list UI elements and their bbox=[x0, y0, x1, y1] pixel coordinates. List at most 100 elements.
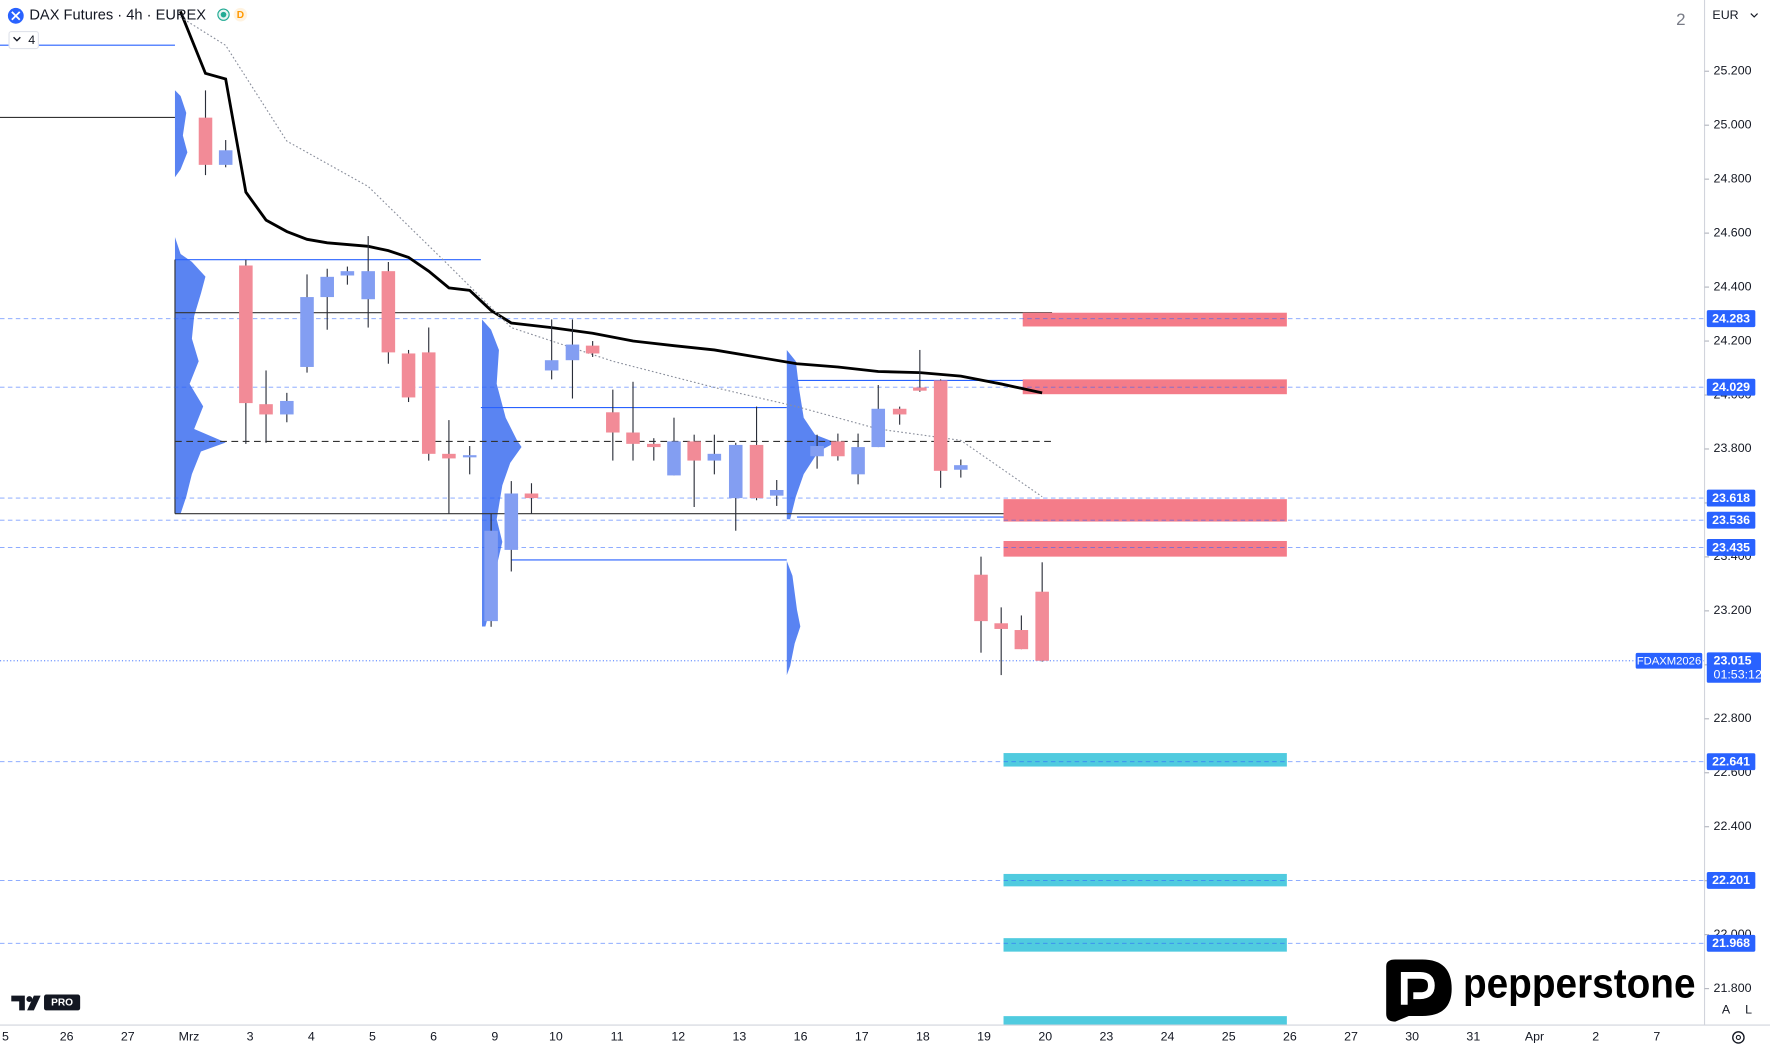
candle-body bbox=[892, 408, 907, 415]
y-tick-label: 24.800 bbox=[1714, 171, 1752, 185]
settings-icon[interactable] bbox=[1732, 1031, 1745, 1044]
x-tick-label: 4 bbox=[308, 1030, 315, 1044]
candle-body bbox=[421, 352, 436, 454]
indicator-line bbox=[179, 10, 1043, 395]
candle-body bbox=[544, 360, 559, 371]
x-tick-label: 26 bbox=[60, 1030, 74, 1044]
price-labels: 24.283 24.029 23.618 23.536 23.435 22.641 22.2… bbox=[1635, 310, 1762, 952]
symbol-label: FDAXM2026 bbox=[1637, 655, 1701, 667]
candle-body bbox=[687, 441, 701, 461]
price-label: 24.283 bbox=[1712, 311, 1750, 325]
x-tick-label: 6 bbox=[430, 1030, 437, 1044]
x-tick-label: 25 bbox=[1222, 1030, 1236, 1044]
volume-profile bbox=[786, 349, 836, 520]
candle-body bbox=[810, 446, 824, 457]
x-tick-label: 31 bbox=[1466, 1030, 1480, 1044]
candle-body bbox=[647, 443, 661, 448]
gear[interactable] bbox=[1732, 1031, 1745, 1044]
x-tick-label: 13 bbox=[733, 1030, 747, 1044]
volume-profile bbox=[786, 561, 801, 676]
tv-logo-dot bbox=[26, 996, 33, 1003]
price-label-bg bbox=[1706, 934, 1756, 952]
zone bbox=[1022, 312, 1287, 327]
brand-logo-glyph bbox=[1400, 971, 1435, 1005]
x-tick-label: 3 bbox=[247, 1030, 254, 1044]
price-label-bg bbox=[1706, 538, 1756, 556]
price-label-bg bbox=[1706, 378, 1756, 396]
candle-body bbox=[707, 453, 722, 461]
tv-badge-bg bbox=[44, 994, 81, 1011]
zone bbox=[1003, 938, 1287, 952]
x-tick-label: 23 bbox=[1099, 1030, 1113, 1044]
indicator-count[interactable]: 4 bbox=[28, 33, 35, 47]
x-tick-label: 18 bbox=[916, 1030, 930, 1044]
candle-body bbox=[218, 150, 233, 165]
plot bbox=[0, 10, 1705, 1026]
y-tick-label: 25.200 bbox=[1714, 64, 1752, 78]
header: DAX Futures · 4h · EUREX D 4 2 EUR bbox=[7, 7, 1758, 50]
x-tick-label: 5 bbox=[369, 1030, 376, 1044]
x-tick-label: 30 bbox=[1405, 1030, 1419, 1044]
x-tick-label: 16 bbox=[794, 1030, 808, 1044]
x-tick-label: 20 bbox=[1038, 1030, 1052, 1044]
chevron bbox=[13, 36, 21, 42]
scale-button[interactable]: L bbox=[1745, 1003, 1752, 1017]
volume-profile bbox=[174, 90, 188, 178]
candle-body bbox=[1035, 591, 1049, 661]
x-tick-label: Apr bbox=[1525, 1030, 1544, 1044]
tv-logo: PRO bbox=[11, 994, 81, 1011]
volume-profile bbox=[174, 237, 226, 514]
candle-body bbox=[954, 465, 968, 470]
range-lines bbox=[0, 44, 1053, 561]
indicator-toggle[interactable] bbox=[8, 31, 39, 50]
symbol-icon-glyph bbox=[11, 11, 21, 21]
symbol-label-bg bbox=[1635, 652, 1703, 669]
last-price-bg bbox=[1706, 652, 1761, 683]
candle-body bbox=[504, 493, 519, 550]
candle-body bbox=[462, 455, 477, 458]
candle-body bbox=[871, 408, 886, 448]
candle-body bbox=[524, 493, 539, 499]
price-label: 22.641 bbox=[1712, 755, 1750, 769]
zone bbox=[1003, 873, 1287, 887]
x-tick-label: 12 bbox=[671, 1030, 685, 1044]
candle-body bbox=[401, 353, 416, 398]
x-tick-label: 26 bbox=[1283, 1030, 1297, 1044]
y-tick-label: 21.800 bbox=[1714, 981, 1752, 995]
currency[interactable]: EUR bbox=[1712, 8, 1738, 22]
x-tick-label: 9 bbox=[491, 1030, 498, 1044]
time-axis bbox=[0, 1025, 1770, 1051]
y-tick-label: 24.600 bbox=[1714, 225, 1752, 239]
price-label-bg bbox=[1706, 310, 1756, 328]
candle-body bbox=[851, 447, 865, 475]
badge bbox=[233, 7, 248, 22]
x-tick-label: 10 bbox=[549, 1030, 563, 1044]
scale-button[interactable]: A bbox=[1722, 1003, 1731, 1017]
tv-logo-mark bbox=[27, 995, 41, 1011]
countdown-label: 01:53:12 bbox=[1714, 668, 1762, 682]
candle-body bbox=[300, 297, 314, 367]
brand: pepperstone bbox=[1386, 959, 1695, 1022]
x-tick-label: Mrz bbox=[179, 1030, 200, 1044]
price-label-bg bbox=[1706, 489, 1756, 507]
candle-body bbox=[749, 444, 764, 499]
y-tick-label: 23.200 bbox=[1714, 603, 1752, 617]
candle-body bbox=[728, 444, 743, 499]
candle-body bbox=[565, 344, 580, 361]
candle-body bbox=[585, 345, 600, 354]
candle-body bbox=[667, 441, 681, 476]
pane-number: 2 bbox=[1676, 10, 1685, 29]
candle-body bbox=[320, 276, 334, 298]
last-price-label: 23.015 bbox=[1714, 654, 1752, 668]
price-label: 21.968 bbox=[1712, 936, 1750, 950]
candle-body bbox=[198, 117, 213, 165]
candle-body bbox=[933, 380, 948, 471]
candle-body bbox=[626, 432, 640, 444]
y-tick-label: 22.400 bbox=[1714, 819, 1752, 833]
x-tick-label: 2 bbox=[1592, 1030, 1599, 1044]
tv-logo-mark bbox=[11, 995, 25, 1011]
candle-body bbox=[974, 574, 988, 622]
price-label-bg bbox=[1706, 871, 1756, 889]
gear-hub bbox=[1735, 1034, 1741, 1041]
